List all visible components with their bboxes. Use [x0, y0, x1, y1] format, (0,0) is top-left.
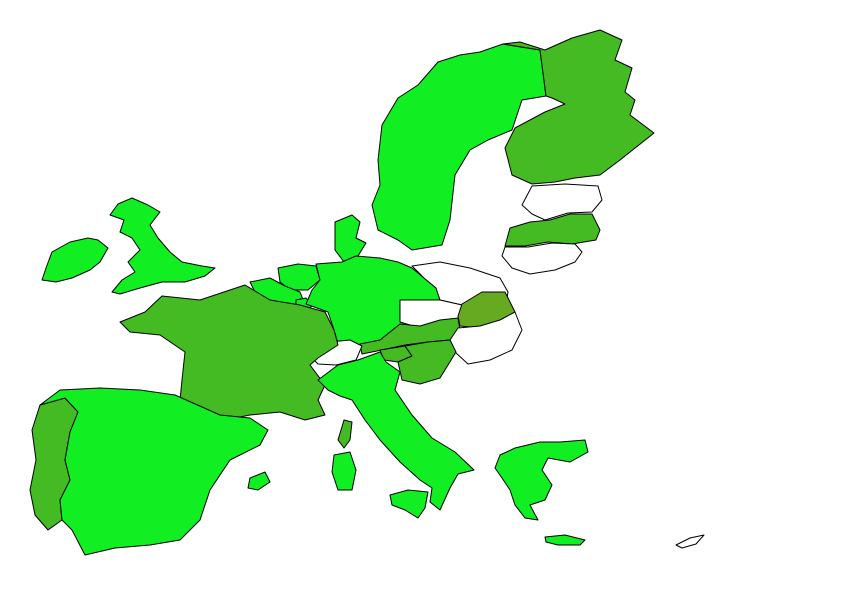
region-estonia[interactable] [521, 183, 603, 221]
region-greece[interactable] [494, 439, 589, 521]
region-france[interactable] [119, 284, 339, 421]
region-balearic-islands[interactable] [247, 471, 271, 491]
region-corsica[interactable] [337, 419, 353, 449]
region-crete[interactable] [544, 534, 586, 546]
region-croatia[interactable] [397, 339, 457, 385]
region-latvia[interactable] [504, 213, 601, 247]
region-cyprus[interactable] [675, 534, 705, 549]
region-spain[interactable] [39, 387, 269, 556]
region-lithuania[interactable] [501, 242, 583, 275]
region-united-kingdom[interactable] [109, 197, 216, 295]
region-sweden[interactable] [371, 43, 547, 251]
region-finland[interactable] [502, 29, 655, 185]
region-netherlands[interactable] [277, 263, 321, 291]
region-sicily[interactable] [389, 489, 429, 519]
region-ireland[interactable] [41, 237, 109, 283]
region-italy[interactable] [317, 351, 475, 511]
region-denmark[interactable] [334, 214, 367, 263]
region-sardinia[interactable] [331, 451, 357, 491]
